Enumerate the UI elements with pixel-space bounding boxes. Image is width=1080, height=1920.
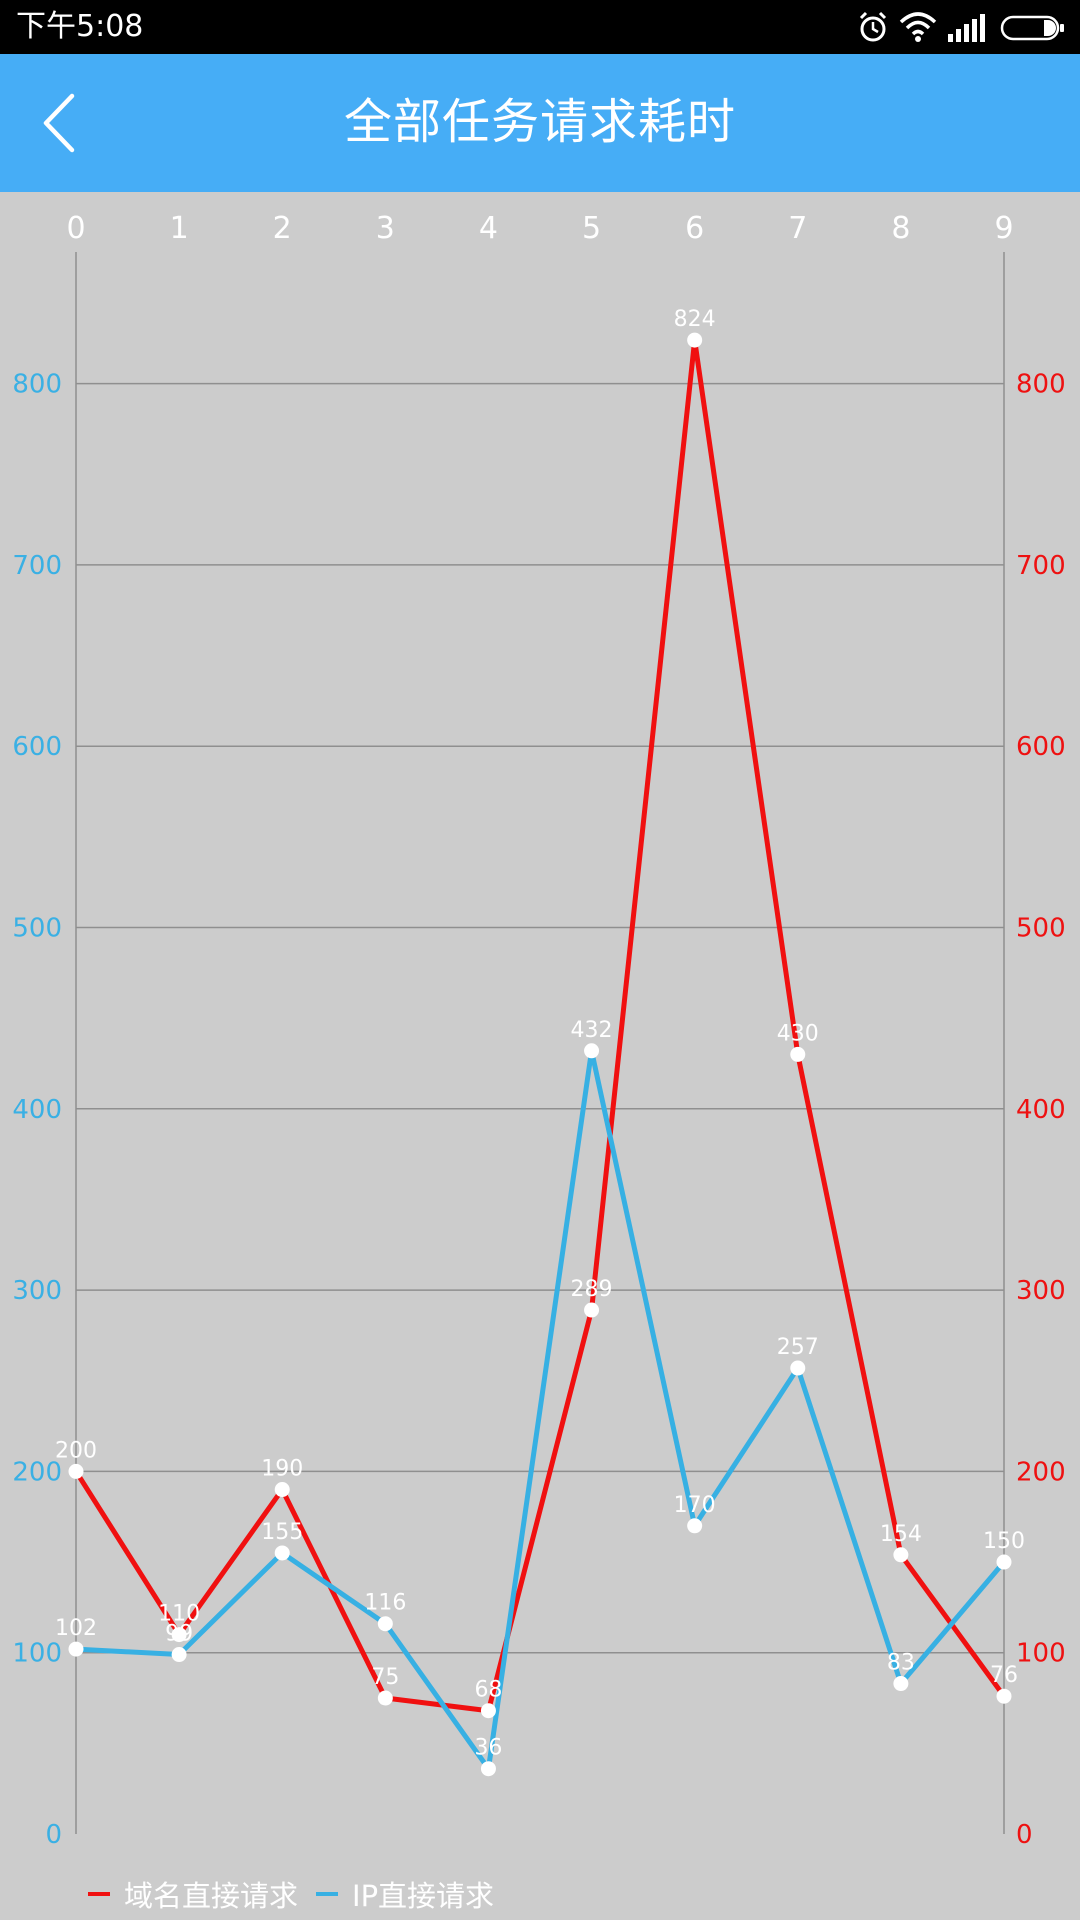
data-label-0: 110: [158, 1602, 200, 1627]
data-label-1: 257: [777, 1335, 819, 1360]
legend-label-ip: IP直接请求: [352, 1879, 495, 1913]
data-point-0: [893, 1547, 909, 1563]
y-left-tick-label: 700: [12, 551, 62, 581]
x-tick-label: 3: [376, 211, 395, 246]
data-label-0: 200: [55, 1438, 97, 1463]
data-point-1: [893, 1676, 909, 1692]
data-point-1: [480, 1761, 496, 1777]
signal-icon: [948, 14, 985, 42]
x-tick-label: 8: [891, 211, 910, 246]
y-right-tick-label: 200: [1016, 1457, 1066, 1487]
data-point-1: [687, 1518, 703, 1534]
data-point-1: [171, 1647, 187, 1663]
battery-icon: [1000, 15, 1064, 41]
x-tick-label: 4: [479, 211, 498, 246]
y-left-tick-label: 500: [12, 914, 62, 944]
data-point-0: [996, 1688, 1012, 1704]
data-label-1: 116: [364, 1591, 406, 1616]
y-left-tick-label: 0: [45, 1820, 62, 1850]
x-tick-label: 1: [170, 211, 189, 246]
data-label-0: 430: [777, 1021, 819, 1046]
app-bar: 全部任务请求耗时: [0, 54, 1080, 192]
status-bar: 下午5:08: [0, 0, 1080, 54]
data-point-1: [68, 1641, 84, 1657]
y-right-tick-label: 700: [1016, 551, 1066, 581]
data-point-0: [377, 1690, 393, 1706]
line-chart: 0100200300400500600700800010020030040050…: [12, 211, 1066, 1850]
y-right-tick-label: 800: [1016, 370, 1066, 400]
x-tick-label: 7: [788, 211, 807, 246]
data-point-0: [480, 1703, 496, 1719]
status-time: 下午5:08: [16, 9, 144, 44]
chart-legend: 域名直接请求 IP直接请求: [88, 1872, 512, 1916]
data-label-1: 150: [983, 1529, 1025, 1554]
data-point-0: [274, 1482, 290, 1498]
data-point-1: [996, 1554, 1012, 1570]
data-label-0: 75: [371, 1665, 399, 1690]
x-tick-label: 2: [273, 211, 292, 246]
legend-swatch-ip: [316, 1892, 339, 1896]
y-right-tick-label: 300: [1016, 1276, 1066, 1306]
y-left-tick-label: 800: [12, 370, 62, 400]
data-point-1: [274, 1545, 290, 1561]
data-label-1: 102: [55, 1616, 97, 1641]
y-right-tick-label: 500: [1016, 914, 1066, 944]
data-point-0: [790, 1046, 806, 1062]
wifi-icon: [899, 12, 937, 42]
y-left-tick-label: 400: [12, 1095, 62, 1125]
y-right-tick-label: 0: [1016, 1820, 1033, 1850]
data-label-1: 83: [887, 1651, 915, 1676]
legend-item-ip: IP直接请求: [316, 1873, 494, 1915]
series-line-0: [73, 337, 1007, 1714]
data-label-0: 154: [880, 1522, 922, 1547]
data-point-1: [584, 1043, 600, 1059]
data-label-1: 36: [474, 1736, 502, 1761]
x-tick-label: 9: [994, 211, 1013, 246]
x-tick-label: 5: [582, 211, 601, 246]
legend-label-domain: 域名直接请求: [124, 1879, 299, 1913]
data-label-0: 76: [990, 1663, 1018, 1688]
data-label-0: 190: [261, 1457, 303, 1482]
data-point-0: [68, 1463, 84, 1479]
chevron-left-icon: [43, 93, 75, 153]
y-left-tick-label: 600: [12, 732, 62, 762]
data-label-1: 155: [261, 1520, 303, 1545]
data-label-1: 99: [165, 1622, 193, 1647]
data-point-0: [687, 332, 703, 348]
legend-swatch-domain: [88, 1892, 110, 1896]
y-left-tick-label: 200: [12, 1457, 62, 1487]
alarm-icon: [859, 11, 887, 42]
data-point-1: [377, 1616, 393, 1632]
data-label-0: 824: [674, 307, 716, 332]
data-label-1: 170: [674, 1493, 716, 1518]
x-tick-label: 6: [685, 211, 704, 246]
data-label-0: 289: [571, 1277, 613, 1302]
y-right-tick-label: 100: [1016, 1639, 1066, 1669]
y-left-tick-label: 100: [12, 1639, 62, 1669]
data-label-1: 432: [571, 1018, 613, 1043]
data-point-0: [584, 1302, 600, 1318]
y-left-tick-label: 300: [12, 1276, 62, 1306]
y-right-tick-label: 400: [1016, 1095, 1066, 1125]
y-right-tick-label: 600: [1016, 732, 1066, 762]
series-line-1: [73, 1048, 1007, 1772]
data-point-1: [790, 1360, 806, 1376]
data-label-0: 68: [474, 1678, 502, 1703]
legend-item-domain: 域名直接请求: [88, 1873, 298, 1915]
page-title: 全部任务请求耗时: [343, 94, 736, 150]
data-point-0: [171, 1627, 187, 1643]
back-button[interactable]: [30, 90, 90, 156]
x-tick-label: 0: [66, 211, 85, 246]
